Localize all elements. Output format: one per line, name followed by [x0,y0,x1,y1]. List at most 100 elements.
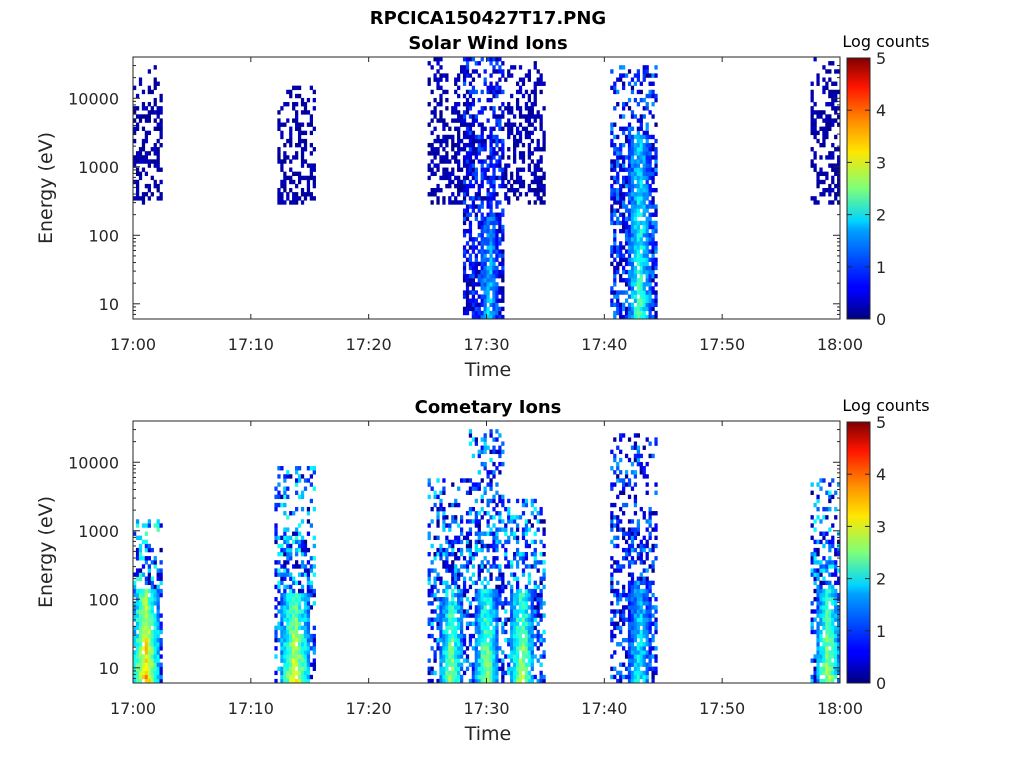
heatmap-cell [616,265,620,271]
heatmap-cell [468,543,473,549]
heatmap-cell [457,572,461,577]
heatmap-cell [633,666,638,672]
heatmap-cell [303,159,308,164]
heatmap-cell [486,163,490,168]
heatmap-cell [477,633,481,639]
heatmap-cell [533,584,537,590]
heatmap-cell [610,130,614,136]
heatmap-cell [828,597,832,602]
heatmap-cell [619,142,623,148]
heatmap-cell [439,650,443,655]
heatmap-cell [147,114,151,119]
heatmap-cell [489,617,493,622]
heatmap-cell [834,666,838,672]
heatmap-cell [303,543,308,549]
heatmap-cell [457,179,461,185]
heatmap-cell [642,670,646,676]
heatmap-cell [433,171,437,177]
heatmap-cell [501,278,505,283]
heatmap-cell [442,654,446,659]
heatmap-cell [813,560,817,565]
heatmap-cell [427,102,431,107]
heatmap-cell [465,183,470,189]
heatmap-cell [645,617,649,622]
heatmap-cell [138,670,143,676]
heatmap-cell [457,584,461,590]
heatmap-cell [654,273,658,279]
heatmap-cell [459,183,464,189]
heatmap-cell [518,167,523,172]
heatmap-cell [477,621,481,626]
heatmap-cell [515,89,520,95]
heatmap-cell [439,613,443,618]
heatmap-cell [542,678,546,684]
heatmap-cell [633,629,638,635]
heatmap-cell [135,678,140,684]
heatmap-cell [300,547,305,553]
heatmap-cell [633,212,638,217]
heatmap-cell [627,609,632,614]
heatmap-cell [645,249,649,254]
heatmap-cell [828,494,832,500]
heatmap-cell [465,167,470,172]
heatmap-cell [813,122,817,127]
heatmap-cell [451,650,455,655]
heatmap-cell [624,224,629,230]
colorbar-tick-label: 1 [876,622,886,641]
heatmap-cell [477,666,481,672]
heatmap-cell [501,183,505,189]
heatmap-cell [465,519,470,524]
heatmap-cell [306,506,311,512]
heatmap-cell [521,93,526,99]
heatmap-cell [286,474,290,479]
heatmap-cell [147,159,151,164]
heatmap-cell [518,666,523,672]
heatmap-cell [277,118,281,123]
heatmap-cell [816,678,820,684]
heatmap-cell [510,531,514,536]
heatmap-cell [486,519,490,524]
heatmap-cell [642,650,646,655]
heatmap-cell [147,621,151,626]
heatmap-cell [828,564,832,569]
heatmap-cell [616,601,620,606]
heatmap-cell [448,605,452,610]
heatmap-cell [159,662,163,667]
heatmap-cell [492,662,496,667]
heatmap-cell [539,519,543,524]
heatmap-cell [150,629,154,635]
heatmap-cell [483,678,487,684]
heatmap-cell [613,294,617,299]
heatmap-cell [654,294,658,299]
heatmap-cell [283,151,287,156]
heatmap-cell [636,302,640,308]
heatmap-cell [433,592,437,598]
heatmap-cell [639,466,643,471]
heatmap-cell [648,584,652,590]
heatmap-cell [147,670,151,676]
heatmap-cell [486,89,490,95]
heatmap-cell [819,572,823,577]
heatmap-cell [480,478,484,483]
heatmap-cell [518,629,523,635]
heatmap-cell [813,118,817,123]
heatmap-cell [465,159,470,164]
heatmap-cell [831,642,835,647]
heatmap-cell [501,519,505,524]
heatmap-cell [648,93,652,99]
heatmap-cell [645,294,649,299]
heatmap-cell [828,588,832,594]
heatmap-cell [153,613,157,618]
heatmap-cell [442,646,446,651]
heatmap-cell [624,470,629,475]
heatmap-cell [483,601,487,606]
heatmap-cell [144,613,149,618]
heatmap-cell [639,192,643,197]
heatmap-cell [513,597,517,602]
heatmap-cell [283,494,287,500]
heatmap-cell [639,188,643,193]
heatmap-cell [289,134,293,140]
x-tick-label: 18:00 [817,699,863,718]
heatmap-cell [642,588,646,594]
heatmap-cell [813,102,817,107]
